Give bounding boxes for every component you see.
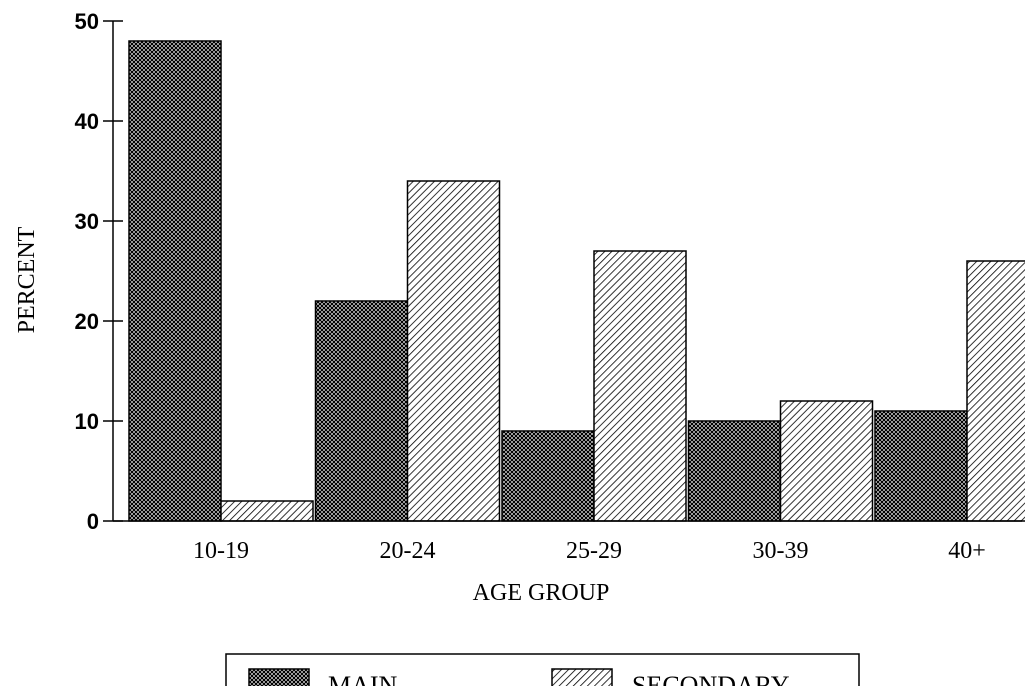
y-tick-label: 40 <box>75 109 99 134</box>
bar-main-10-19 <box>128 40 222 522</box>
legend-swatch-main <box>248 668 310 686</box>
legend-label-secondary: SECONDARY <box>632 671 790 686</box>
bar-secondary-40+ <box>966 260 1025 522</box>
y-tick-label: 50 <box>75 9 99 34</box>
y-tick-label: 10 <box>75 409 99 434</box>
legend: MAIN SECONDARY <box>225 653 860 686</box>
legend-box <box>225 653 860 686</box>
x-tick-label: 20-24 <box>380 538 436 564</box>
legend-label-main: MAIN <box>328 671 398 686</box>
y-tick-label: 0 <box>87 509 99 534</box>
bar-main-25-29 <box>501 430 595 522</box>
x-tick-label: 30-39 <box>753 538 809 564</box>
label-layer: 10-19 20-24 25-29 30-39 40+ 0 10 20 30 40 50 <box>75 9 986 564</box>
x-tick-label: 25-29 <box>566 538 622 564</box>
legend-swatch-secondary <box>551 668 613 686</box>
x-axis-title: AGE GROUP <box>473 580 610 606</box>
bar-secondary-30-39 <box>779 400 874 522</box>
x-tick-label: 40+ <box>948 538 986 564</box>
bar-main-40+ <box>874 410 968 522</box>
axis-layer <box>103 20 1022 522</box>
y-tick-label: 20 <box>75 309 99 334</box>
y-tick-label: 30 <box>75 209 99 234</box>
bar-secondary-20-24 <box>406 180 501 522</box>
x-tick-label: 10-19 <box>193 538 249 564</box>
y-axis-title: PERCENT <box>14 226 40 333</box>
bar-secondary-25-29 <box>593 250 687 522</box>
bars-layer <box>128 40 1025 522</box>
bar-secondary-10-19 <box>220 500 314 522</box>
bar-main-20-24 <box>314 300 409 522</box>
bar-main-30-39 <box>687 420 782 522</box>
